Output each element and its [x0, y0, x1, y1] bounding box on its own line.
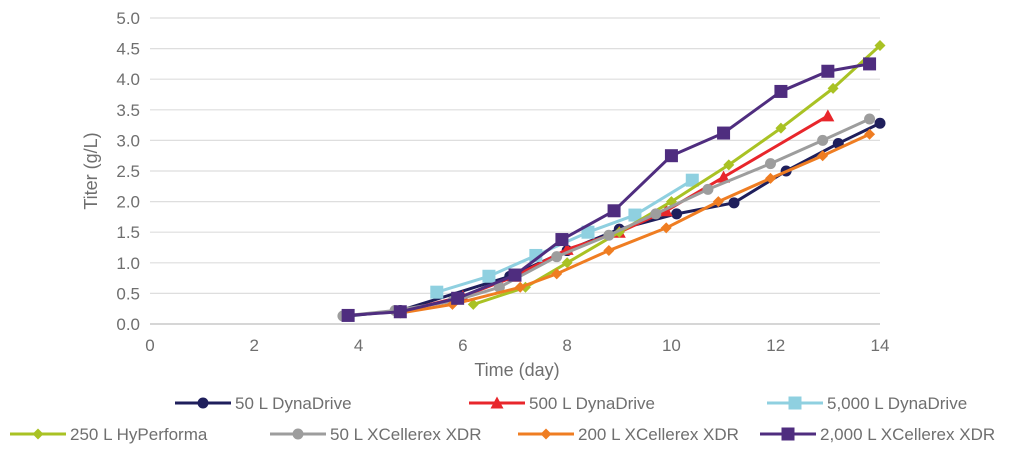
data-point: [765, 172, 776, 184]
x-tick-label: 2: [250, 336, 259, 355]
data-point: [723, 159, 735, 171]
data-point: [765, 158, 776, 170]
data-point: [717, 126, 731, 140]
data-point: [292, 428, 304, 440]
data-point: [467, 298, 479, 310]
legend-label: 2,000 L XCellerex XDR: [820, 425, 995, 444]
legend: 50 L DynaDrive 500 L DynaDrive 5,000 L Dyn…: [10, 394, 995, 444]
data-point: [32, 428, 44, 440]
data-point: [863, 57, 877, 71]
data-point: [775, 122, 787, 134]
data-point: [430, 285, 444, 299]
data-point: [603, 245, 615, 257]
data-point: [607, 204, 621, 218]
data-point: [508, 268, 522, 282]
data-point: [490, 396, 504, 409]
series-line: [400, 132, 871, 315]
y-tick-label: 2.0: [116, 193, 140, 212]
data-point: [451, 291, 465, 305]
x-axis-label: Time (day): [474, 360, 559, 380]
data-point: [197, 397, 209, 409]
data-point: [671, 208, 683, 220]
data-point: [664, 149, 678, 163]
data-point: [555, 233, 569, 247]
series-line: [342, 117, 871, 318]
data-point: [341, 308, 355, 322]
series-2-000-l-xcellerex-xdr: [341, 57, 877, 322]
x-tick-label: 10: [662, 336, 681, 355]
y-tick-label: 1.0: [116, 254, 140, 273]
series-50-l-xcellerex-xdr: [337, 113, 876, 322]
y-tick-label: 3.5: [116, 101, 140, 120]
y-tick-label: 1.5: [116, 223, 140, 242]
data-point: [660, 222, 672, 234]
data-point: [817, 150, 829, 162]
x-tick-label: 0: [145, 336, 154, 355]
legend-label: 250 L HyPerforma: [70, 425, 208, 444]
y-tick-label: 4.5: [116, 40, 140, 59]
y-axis-label: Titer (g/L): [81, 132, 101, 209]
y-tick-label: 4.0: [116, 70, 140, 89]
legend-label: 5,000 L DynaDrive: [827, 394, 967, 413]
data-point: [821, 109, 835, 122]
data-point: [603, 229, 615, 241]
y-axis-ticks: 0.0 0.5 1.0 1.5 2.0 2.5 3.0 3.5 4.0 4.5 5.0: [116, 9, 140, 334]
legend-item: 50 L DynaDrive: [175, 394, 352, 413]
y-tick-label: 0.0: [116, 315, 140, 334]
legend-item: 50 L XCellerex XDR: [270, 425, 482, 444]
data-point: [628, 208, 642, 222]
data-point: [702, 183, 714, 195]
legend-label: 50 L XCellerex XDR: [330, 425, 482, 444]
data-point: [874, 40, 886, 52]
legend-item: 200 L XCellerex XDR: [518, 425, 739, 444]
data-point: [827, 82, 839, 94]
x-tick-label: 6: [458, 336, 467, 355]
data-point: [864, 113, 876, 125]
y-tick-label: 5.0: [116, 9, 140, 28]
series-line: [348, 62, 870, 317]
data-point: [874, 117, 886, 129]
x-tick-label: 4: [354, 336, 363, 355]
legend-item: 2,000 L XCellerex XDR: [760, 425, 995, 444]
data-point: [788, 396, 802, 410]
x-tick-label: 14: [871, 336, 890, 355]
gridlines: [150, 17, 880, 325]
legend-item: 500 L DynaDrive: [469, 394, 655, 413]
data-point: [650, 208, 662, 220]
y-tick-label: 2.5: [116, 162, 140, 181]
series-group: [337, 40, 886, 322]
data-point: [728, 197, 740, 209]
data-point: [712, 196, 724, 208]
y-tick-label: 3.0: [116, 131, 140, 150]
data-point: [540, 428, 552, 440]
legend-item: 5,000 L DynaDrive: [767, 394, 967, 413]
legend-label: 200 L XCellerex XDR: [578, 425, 739, 444]
data-point: [685, 173, 699, 187]
x-tick-label: 8: [562, 336, 571, 355]
data-point: [781, 427, 795, 441]
legend-label: 500 L DynaDrive: [529, 394, 655, 413]
legend-item: 250 L HyPerforma: [10, 425, 208, 444]
data-point: [529, 248, 543, 262]
data-point: [493, 281, 505, 293]
series-line: [347, 121, 881, 318]
x-axis-ticks: 0 2 4 6 8 10 12 14: [145, 336, 889, 355]
data-point: [821, 64, 835, 78]
data-point: [514, 281, 526, 293]
data-point: [561, 257, 573, 269]
data-point: [717, 170, 731, 183]
data-point: [393, 305, 407, 319]
legend-label: 50 L DynaDrive: [235, 394, 352, 413]
y-tick-label: 0.5: [116, 284, 140, 303]
data-point: [774, 84, 788, 98]
data-point: [482, 269, 496, 283]
data-point: [551, 251, 563, 263]
data-point: [551, 268, 563, 280]
data-point: [817, 134, 829, 146]
data-point: [864, 128, 876, 140]
x-tick-label: 12: [766, 336, 785, 355]
data-point: [581, 225, 595, 239]
